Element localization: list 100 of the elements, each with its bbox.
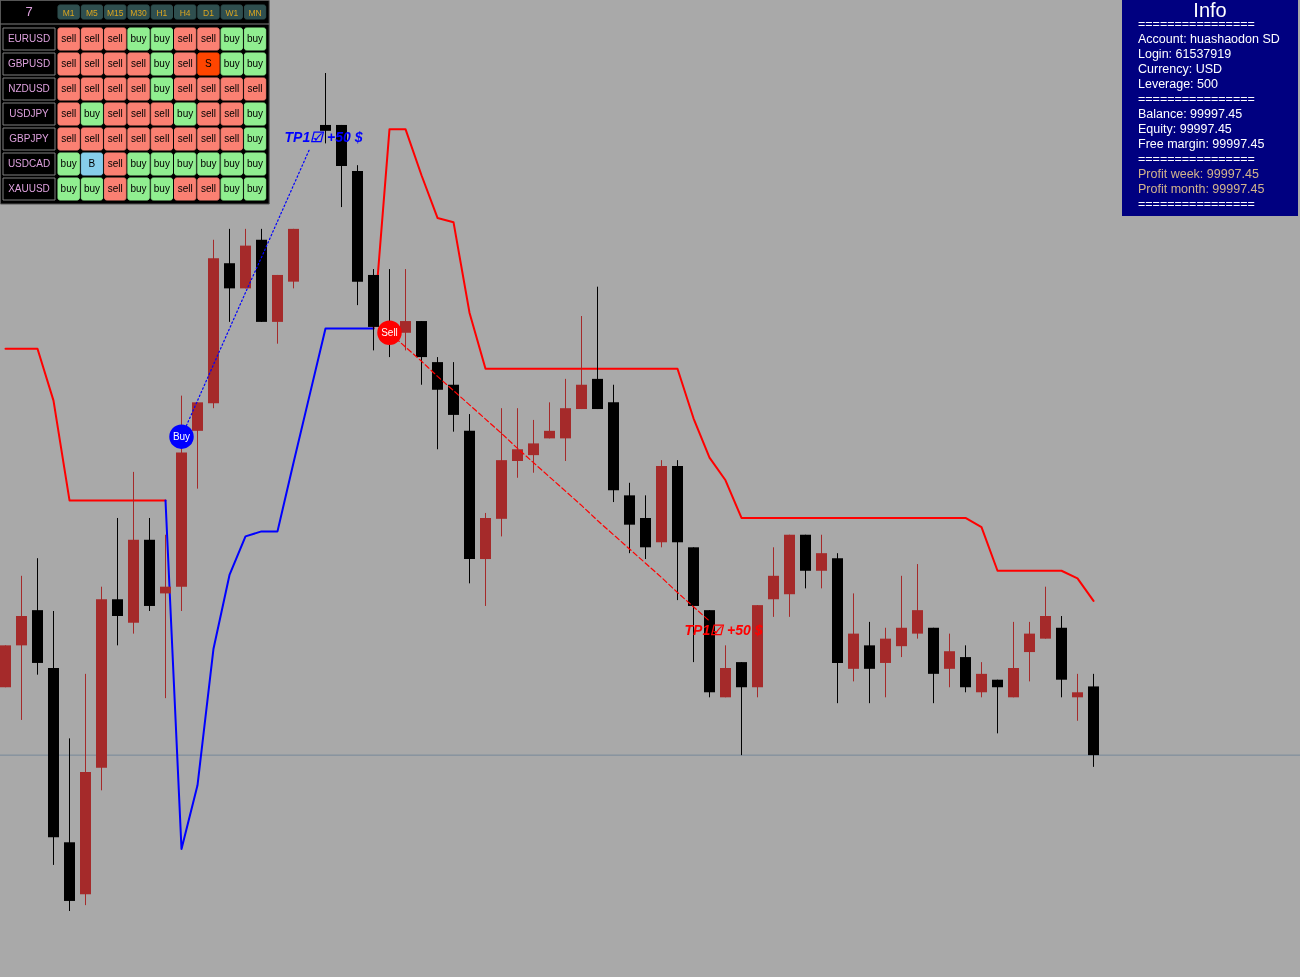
text: sell bbox=[107, 183, 123, 194]
text: buy bbox=[60, 183, 77, 194]
series-label: Buy bbox=[172, 430, 191, 442]
candlestick bbox=[864, 621, 875, 704]
text: ================ bbox=[1138, 152, 1255, 166]
category-label: NZDUSD bbox=[8, 83, 50, 94]
text: sell bbox=[177, 33, 193, 44]
text: sell bbox=[154, 108, 170, 119]
text: sell bbox=[224, 108, 240, 119]
text: buy bbox=[246, 183, 264, 194]
text: buy bbox=[223, 183, 240, 194]
category-label: XAUUSD bbox=[8, 183, 50, 194]
category-label: W1 bbox=[225, 7, 239, 18]
text: sell bbox=[177, 58, 193, 69]
text: sell bbox=[200, 183, 216, 194]
text: Leverage: 500 bbox=[1138, 77, 1218, 91]
text: sell bbox=[131, 58, 147, 69]
text: buy bbox=[246, 158, 264, 169]
text: sell bbox=[61, 58, 77, 69]
text: ================ bbox=[1138, 92, 1255, 106]
text: buy bbox=[153, 158, 170, 169]
text: ================ bbox=[1138, 197, 1255, 211]
text: sell bbox=[84, 58, 100, 69]
text: sell bbox=[84, 83, 100, 94]
text: S bbox=[205, 58, 212, 69]
text: sell bbox=[200, 133, 216, 144]
text: sell bbox=[107, 108, 123, 119]
candlestick bbox=[896, 575, 907, 658]
category-label: MN bbox=[248, 7, 262, 18]
candlestick bbox=[512, 407, 523, 479]
text: sell bbox=[177, 133, 193, 144]
category-label: M30 bbox=[130, 7, 148, 18]
text: sell bbox=[131, 83, 147, 94]
text: sell bbox=[61, 83, 77, 94]
candlestick bbox=[912, 563, 923, 640]
text: sell bbox=[107, 158, 123, 169]
category-label: GBPJPY bbox=[9, 133, 49, 144]
category-label: H1 bbox=[156, 7, 168, 18]
candlestick bbox=[400, 268, 411, 351]
text: 7 bbox=[25, 4, 33, 19]
candlestick bbox=[528, 419, 539, 474]
text: buy bbox=[83, 108, 101, 119]
category-label: D1 bbox=[203, 7, 215, 18]
text: sell bbox=[84, 33, 100, 44]
text: sell bbox=[224, 133, 240, 144]
candlestick bbox=[112, 517, 123, 646]
text: buy bbox=[130, 183, 147, 194]
category-label: USDJPY bbox=[9, 108, 49, 119]
text: sell bbox=[154, 133, 170, 144]
series-label: Sell bbox=[381, 326, 398, 338]
text: sell bbox=[61, 33, 77, 44]
text: sell bbox=[107, 33, 123, 44]
candlestick bbox=[1024, 621, 1035, 682]
text: buy bbox=[223, 158, 240, 169]
text: buy bbox=[130, 33, 147, 44]
text: buy bbox=[153, 58, 170, 69]
text: sell bbox=[131, 133, 147, 144]
text: Account: huashaodon SD bbox=[1138, 32, 1280, 46]
candlestick bbox=[544, 401, 555, 439]
text: sell bbox=[131, 108, 147, 119]
category-label: M15 bbox=[106, 7, 124, 18]
category-label: H4 bbox=[179, 7, 191, 18]
text: buy bbox=[246, 33, 264, 44]
text: buy bbox=[200, 158, 217, 169]
text: Profit week: 99997.45 bbox=[1138, 167, 1259, 181]
text: sell bbox=[224, 83, 240, 94]
text: buy bbox=[223, 58, 240, 69]
text: buy bbox=[246, 133, 264, 144]
text: buy bbox=[60, 158, 77, 169]
candlestick bbox=[944, 633, 955, 688]
candlestick bbox=[992, 679, 1003, 734]
candlestick bbox=[1072, 673, 1083, 722]
candlestick bbox=[768, 546, 779, 618]
category-label: M5 bbox=[86, 7, 99, 18]
text: buy bbox=[153, 33, 170, 44]
text: Currency: USD bbox=[1138, 62, 1223, 76]
text: sell bbox=[61, 108, 77, 119]
text: buy bbox=[83, 183, 101, 194]
text: sell bbox=[177, 83, 193, 94]
candlestick bbox=[1040, 586, 1051, 640]
text: buy bbox=[223, 33, 240, 44]
text: buy bbox=[246, 108, 264, 119]
category-label: GBPUSD bbox=[7, 58, 51, 69]
text: sell bbox=[84, 133, 100, 144]
category-label: USDCAD bbox=[7, 158, 51, 169]
text: sell bbox=[107, 133, 123, 144]
text: sell bbox=[177, 183, 193, 194]
category-label: EURUSD bbox=[7, 33, 51, 44]
text: buy bbox=[177, 108, 194, 119]
text: buy bbox=[153, 83, 170, 94]
text: sell bbox=[107, 83, 123, 94]
candlestick bbox=[816, 534, 827, 589]
text: sell bbox=[61, 133, 77, 144]
text: sell bbox=[247, 83, 263, 94]
category-label: M1 bbox=[62, 7, 75, 18]
text: Equity: 99997.45 bbox=[1138, 122, 1232, 136]
text: sell bbox=[200, 83, 216, 94]
text: buy bbox=[130, 158, 147, 169]
text: Free margin: 99997.45 bbox=[1138, 137, 1265, 151]
text: Balance: 99997.45 bbox=[1138, 107, 1243, 121]
